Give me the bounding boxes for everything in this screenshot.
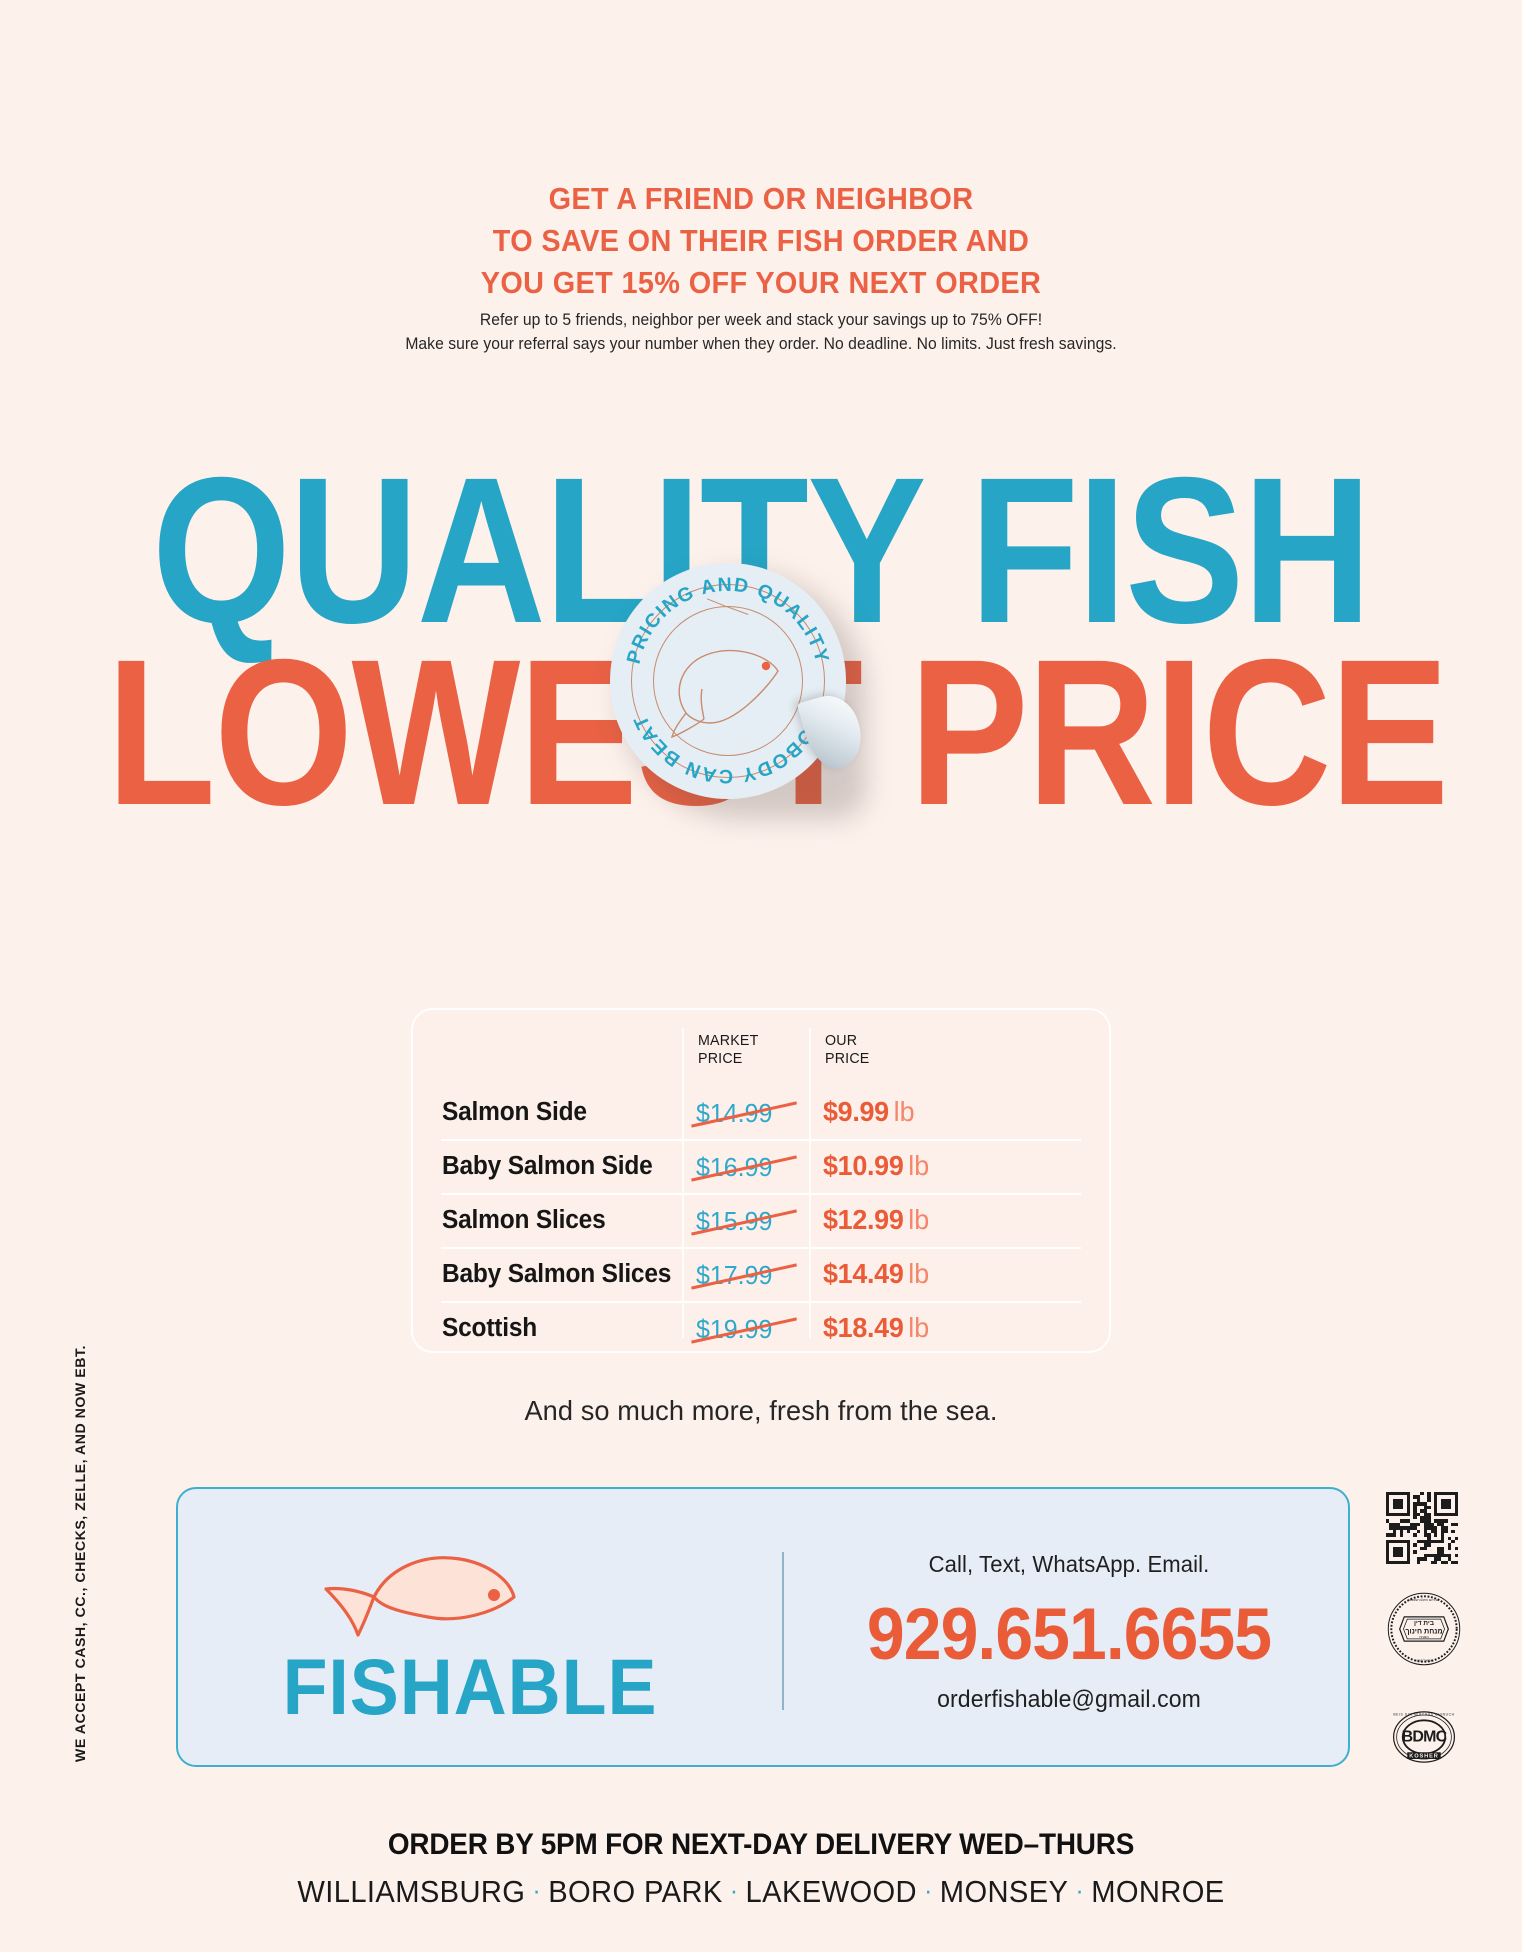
item-our-price: $14.49 lb bbox=[823, 1258, 930, 1289]
badge-face: PRICING AND QUALITY NOBODY CAN BEAT bbox=[610, 563, 846, 799]
svg-text:BEIS DIN MINCHAS CHINUCH: BEIS DIN MINCHAS CHINUCH bbox=[1393, 1713, 1454, 1717]
contact-channels: Call, Text, WhatsApp. Email. bbox=[928, 1551, 1210, 1577]
item-market-price: $15.99 bbox=[691, 1206, 797, 1237]
email-address[interactable]: orderfishable@gmail.com bbox=[937, 1686, 1201, 1713]
item-market-price: $17.99 bbox=[691, 1260, 797, 1291]
table-row: Baby Salmon Side $16.99 $10.99 lb bbox=[413, 1139, 1109, 1193]
column-divider-market bbox=[682, 1028, 684, 1338]
row-divider bbox=[441, 1193, 1081, 1195]
item-name: Salmon Slices bbox=[442, 1206, 606, 1234]
certification-badges: בית דין מנחת חינוך בשגחת אברהם האלברשטאם… bbox=[1386, 1492, 1486, 1807]
row-divider bbox=[441, 1139, 1081, 1141]
order-deadline-note: ORDER BY 5PM FOR NEXT-DAY DELIVERY WED–T… bbox=[387, 1828, 1135, 1861]
city-name: MONROE bbox=[1091, 1874, 1225, 1909]
fine-print-line-1: Refer up to 5 friends, neighbor per week… bbox=[479, 311, 1043, 329]
city-separator-dot: · bbox=[1068, 1875, 1092, 1905]
referral-promo-headline: GET A FRIEND OR NEIGHBOR TO SAVE ON THEI… bbox=[0, 178, 1522, 304]
quality-badge-sticker: PRICING AND QUALITY NOBODY CAN BEAT bbox=[610, 563, 870, 821]
item-name: Salmon Side bbox=[442, 1098, 587, 1126]
kosher-seal-minchas-chinuch-icon: בית דין מנחת חינוך בשגחת אברהם האלברשטאם… bbox=[1387, 1592, 1461, 1666]
city-name: MONSEY bbox=[939, 1874, 1069, 1909]
table-row: Salmon Side $14.99 $9.99 lb bbox=[413, 1085, 1109, 1139]
city-separator-dot: · bbox=[525, 1875, 549, 1905]
contact-details: Call, Text, WhatsApp. Email. 929.651.665… bbox=[788, 1489, 1350, 1765]
svg-text:BDMC: BDMC bbox=[1402, 1729, 1448, 1746]
payments-accepted-note: WE ACCEPT CASH, CC., CHECKS, ZELLE, AND … bbox=[73, 1345, 89, 1763]
price-table-header: MARKET PRICE OUR PRICE bbox=[413, 1032, 1109, 1087]
item-name: Baby Salmon Side bbox=[442, 1152, 653, 1180]
svg-text:שמואל קרויס: שמואל קרויס bbox=[1415, 1659, 1434, 1663]
item-our-price: $18.49 lb bbox=[823, 1312, 930, 1343]
item-market-price: $19.99 bbox=[691, 1314, 797, 1345]
city-separator-dot: · bbox=[916, 1875, 940, 1905]
referral-fine-print: Refer up to 5 friends, neighbor per week… bbox=[0, 309, 1522, 357]
row-divider bbox=[441, 1301, 1081, 1303]
phone-number[interactable]: 929.651.6655 bbox=[866, 1594, 1272, 1675]
promo-line-3: YOU GET 15% OFF YOUR NEXT ORDER bbox=[480, 265, 1042, 301]
item-our-price: $10.99 lb bbox=[823, 1150, 930, 1181]
qr-code-icon[interactable] bbox=[1386, 1492, 1486, 1564]
city-name: WILLIAMSBURG bbox=[297, 1874, 526, 1909]
promo-line-2: TO SAVE ON THEIR FISH ORDER AND bbox=[492, 223, 1030, 259]
fish-outline-icon bbox=[670, 649, 779, 739]
item-market-price: $16.99 bbox=[691, 1152, 797, 1183]
footer: ORDER BY 5PM FOR NEXT-DAY DELIVERY WED–T… bbox=[0, 1828, 1522, 1910]
row-divider bbox=[441, 1247, 1081, 1249]
brand-name: FISHABLE bbox=[282, 1642, 658, 1731]
fish-logo-icon bbox=[324, 1556, 516, 1637]
city-separator-dot: · bbox=[722, 1875, 746, 1905]
item-our-price: $9.99 lb bbox=[823, 1096, 915, 1127]
price-table: MARKET PRICE OUR PRICE Salmon Side $14.9… bbox=[411, 1008, 1111, 1353]
contact-card: FISHABLE Call, Text, WhatsApp. Email. 92… bbox=[176, 1487, 1350, 1767]
kosher-seal-bdmc-icon: BDMC KOSHER BEIS DIN MINCHAS CHINUCH bbox=[1392, 1711, 1456, 1763]
promo-line-1: GET A FRIEND OR NEIGHBOR bbox=[548, 181, 974, 216]
city-name: BORO PARK bbox=[548, 1874, 723, 1909]
badge-outer-ring bbox=[631, 584, 825, 778]
svg-text:מנחת חינוך: מנחת חינוך bbox=[1405, 1627, 1442, 1636]
table-row: Salmon Slices $15.99 $12.99 lb bbox=[413, 1193, 1109, 1247]
item-our-price: $12.99 lb bbox=[823, 1204, 930, 1235]
fine-print-line-2: Make sure your referral says your number… bbox=[405, 334, 1117, 353]
city-name: LAKEWOOD bbox=[745, 1874, 917, 1909]
header-market-price: MARKET PRICE bbox=[698, 1032, 759, 1067]
svg-text:אברהם האלברשטאם: אברהם האלברשטאם bbox=[1409, 1598, 1441, 1602]
item-market-price: $14.99 bbox=[691, 1098, 797, 1129]
more-products-note: And so much more, fresh from the sea. bbox=[524, 1395, 998, 1426]
svg-text:KOSHER: KOSHER bbox=[1409, 1754, 1438, 1760]
brand-block: FISHABLE bbox=[178, 1489, 762, 1765]
header-our-price: OUR PRICE bbox=[825, 1032, 870, 1067]
contact-card-divider bbox=[782, 1552, 785, 1710]
delivery-cities: WILLIAMSBURG · BORO PARK · LAKEWOOD · MO… bbox=[46, 1874, 1477, 1910]
column-divider-our bbox=[809, 1028, 811, 1338]
table-row: Scottish $19.99 $18.49 lb bbox=[413, 1301, 1109, 1355]
item-name: Baby Salmon Slices bbox=[442, 1260, 672, 1288]
table-row: Baby Salmon Slices $17.99 $14.49 lb bbox=[413, 1247, 1109, 1301]
svg-text:בית דין: בית דין bbox=[1414, 1620, 1434, 1627]
item-name: Scottish bbox=[442, 1314, 538, 1342]
svg-text:בשגחת: בשגחת bbox=[1419, 1635, 1428, 1639]
